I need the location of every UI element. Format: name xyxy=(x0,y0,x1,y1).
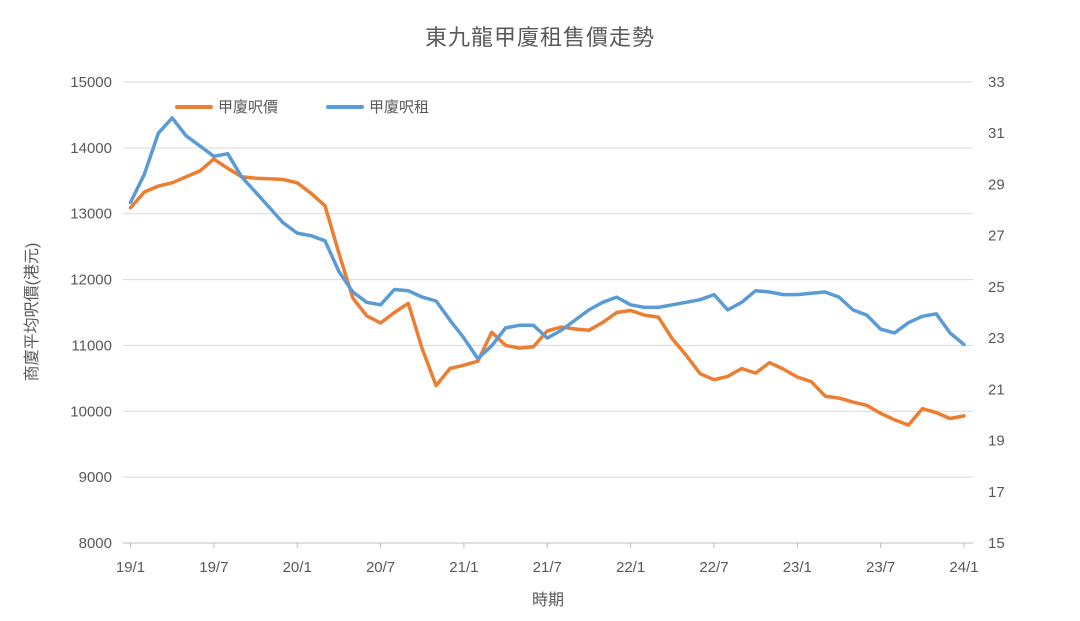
y-axis-tick-label-right: 31 xyxy=(988,125,1005,142)
y-axis-tick-label-right: 25 xyxy=(988,279,1005,296)
y-axis-tick-label-left: 9000 xyxy=(79,469,112,486)
legend-item-rent: 甲廈呎租 xyxy=(326,96,429,117)
rent-line-series xyxy=(128,116,966,361)
x-axis-tick-label: 20/7 xyxy=(366,559,395,576)
y-axis-tick-label-right: 19 xyxy=(988,433,1005,450)
x-axis-tick-label: 23/1 xyxy=(783,559,812,576)
x-axis-tick-label: 19/1 xyxy=(116,559,145,576)
y-axis-tick-label-right: 33 xyxy=(988,74,1005,91)
price-line-swatch xyxy=(175,104,213,109)
y-axis-tick-label-right: 23 xyxy=(988,330,1005,347)
y-axis-tick-label-left: 11000 xyxy=(71,337,112,354)
y-axis-tick-label-right: 27 xyxy=(988,228,1005,245)
x-axis-tick-label: 19/7 xyxy=(199,559,228,576)
y-axis-tick-label-right: 29 xyxy=(988,176,1005,193)
legend: 甲廈呎價 甲廈呎租 xyxy=(175,96,429,117)
x-axis-title: 時期 xyxy=(531,592,564,609)
y-axis-tick-label-left: 13000 xyxy=(70,206,112,223)
legend-item-price: 甲廈呎價 xyxy=(175,96,278,117)
y-axis-tick-label-right: 21 xyxy=(988,381,1005,398)
x-axis-tick-label: 20/1 xyxy=(283,559,312,576)
y-axis-tick-label-left: 14000 xyxy=(70,140,112,157)
price-line-series xyxy=(128,157,966,427)
chart-title: 東九龍甲廈租售價走勢 xyxy=(424,25,655,50)
y-axis-tick-label-left: 12000 xyxy=(70,272,112,289)
y-axis-tick-label-right: 15 xyxy=(988,535,1005,552)
legend-label-rent: 甲廈呎租 xyxy=(369,99,430,116)
x-axis-tick-label: 21/7 xyxy=(533,559,562,576)
x-axis-tick-label: 22/1 xyxy=(616,559,645,576)
rent-line-swatch xyxy=(326,104,365,109)
x-axis-tick-label: 23/7 xyxy=(866,559,895,576)
y-axis-title: 商廈平均呎價(港元) xyxy=(24,242,41,382)
y-axis-tick-label-left: 8000 xyxy=(79,535,112,552)
y-axis-tick-label-left: 10000 xyxy=(70,403,112,420)
y-axis-tick-label-left: 15000 xyxy=(70,74,112,91)
x-axis-tick-label: 24/1 xyxy=(949,559,978,576)
x-axis-tick-label: 21/1 xyxy=(449,559,478,576)
legend-label-price: 甲廈呎價 xyxy=(218,99,279,116)
y-axis-tick-label-right: 17 xyxy=(988,484,1005,501)
x-axis-tick-label: 22/7 xyxy=(699,559,728,576)
